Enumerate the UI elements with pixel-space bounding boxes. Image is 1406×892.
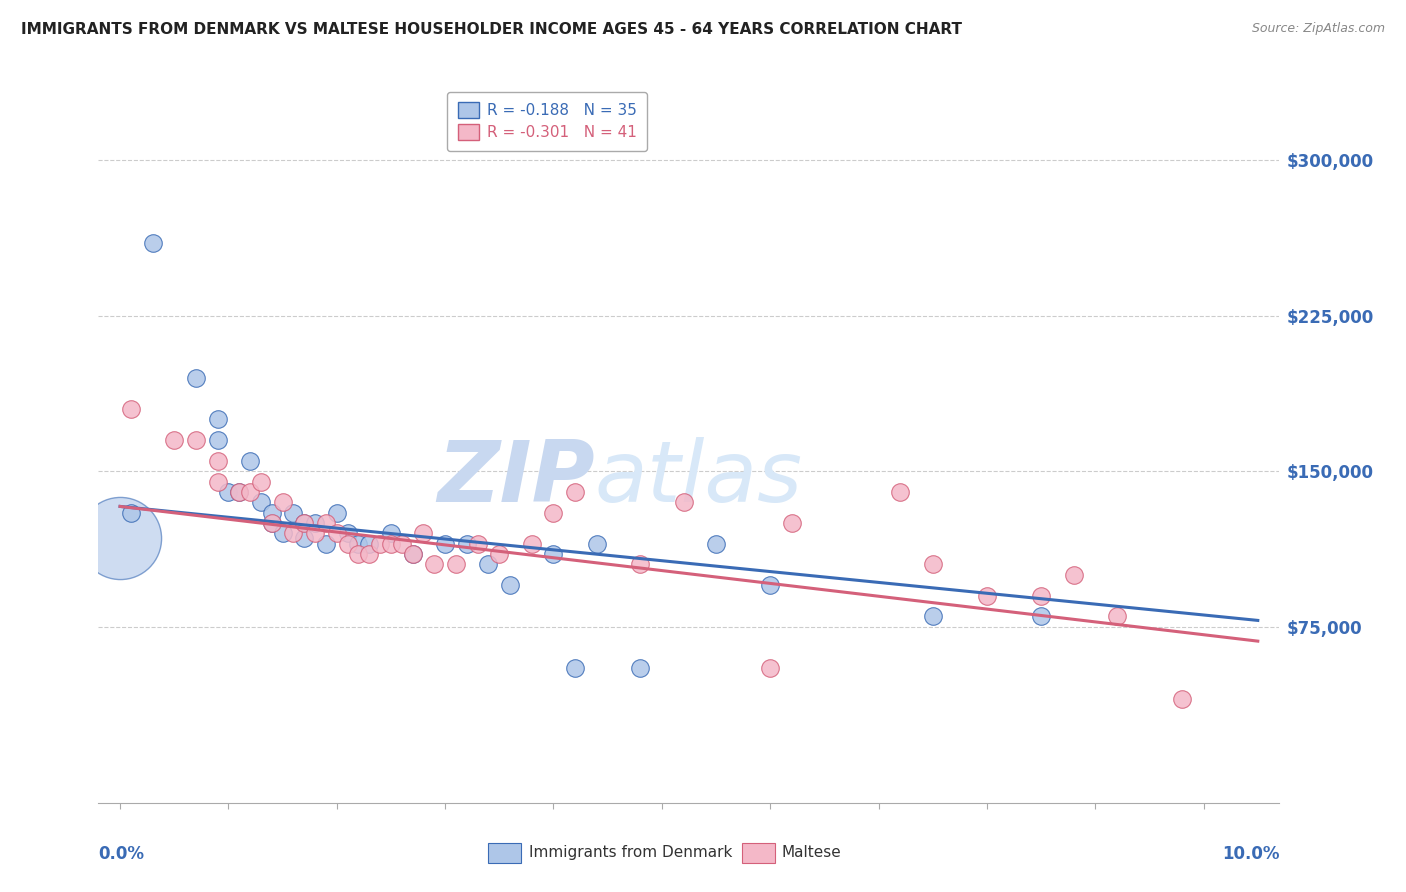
- Text: ZIP: ZIP: [437, 437, 595, 520]
- Point: [467, 537, 489, 551]
- Point: [207, 475, 229, 489]
- Point: [1029, 609, 1052, 624]
- Point: [326, 526, 349, 541]
- Point: [315, 516, 337, 530]
- FancyBboxPatch shape: [742, 843, 775, 863]
- Point: [347, 537, 370, 551]
- Point: [292, 531, 315, 545]
- Text: 0.0%: 0.0%: [98, 845, 145, 863]
- Text: 10.0%: 10.0%: [1222, 845, 1279, 863]
- Point: [628, 661, 651, 675]
- Legend: R = -0.188   N = 35, R = -0.301   N = 41: R = -0.188 N = 35, R = -0.301 N = 41: [447, 92, 647, 151]
- Point: [412, 526, 434, 541]
- Point: [336, 526, 359, 541]
- Point: [628, 558, 651, 572]
- Point: [207, 433, 229, 447]
- Point: [315, 537, 337, 551]
- Point: [456, 537, 478, 551]
- Point: [184, 371, 207, 385]
- Point: [142, 236, 165, 251]
- Point: [759, 578, 782, 592]
- Point: [228, 484, 250, 499]
- Point: [239, 484, 262, 499]
- Point: [304, 526, 326, 541]
- Point: [759, 661, 782, 675]
- Point: [304, 516, 326, 530]
- Point: [120, 506, 142, 520]
- Point: [391, 537, 413, 551]
- Point: [499, 578, 522, 592]
- Point: [120, 402, 142, 417]
- Text: IMMIGRANTS FROM DENMARK VS MALTESE HOUSEHOLDER INCOME AGES 45 - 64 YEARS CORRELA: IMMIGRANTS FROM DENMARK VS MALTESE HOUSE…: [21, 22, 962, 37]
- Point: [921, 609, 943, 624]
- Point: [347, 547, 370, 561]
- Point: [564, 661, 586, 675]
- Point: [921, 558, 943, 572]
- Point: [108, 531, 131, 545]
- Point: [976, 589, 998, 603]
- Point: [207, 412, 229, 426]
- Point: [228, 484, 250, 499]
- FancyBboxPatch shape: [488, 843, 522, 863]
- Point: [1063, 567, 1085, 582]
- Point: [704, 537, 727, 551]
- Point: [292, 516, 315, 530]
- Point: [239, 454, 262, 468]
- Point: [401, 547, 423, 561]
- Point: [543, 547, 565, 561]
- Text: Maltese: Maltese: [782, 846, 841, 860]
- Point: [401, 547, 423, 561]
- Point: [564, 484, 586, 499]
- Point: [163, 433, 186, 447]
- Point: [250, 475, 273, 489]
- Point: [260, 516, 283, 530]
- Point: [217, 484, 239, 499]
- Point: [207, 454, 229, 468]
- Point: [184, 433, 207, 447]
- Point: [283, 506, 305, 520]
- Point: [1105, 609, 1128, 624]
- Point: [260, 506, 283, 520]
- Point: [780, 516, 803, 530]
- Point: [380, 537, 402, 551]
- Point: [477, 558, 499, 572]
- Point: [292, 516, 315, 530]
- Point: [1029, 589, 1052, 603]
- Point: [423, 558, 446, 572]
- Point: [250, 495, 273, 509]
- Point: [336, 537, 359, 551]
- Point: [672, 495, 695, 509]
- Point: [434, 537, 457, 551]
- Point: [1171, 692, 1194, 706]
- Text: atlas: atlas: [595, 437, 803, 520]
- Point: [585, 537, 607, 551]
- Point: [520, 537, 543, 551]
- Text: Immigrants from Denmark: Immigrants from Denmark: [530, 846, 733, 860]
- Point: [260, 516, 283, 530]
- Point: [271, 526, 294, 541]
- Point: [271, 495, 294, 509]
- Point: [359, 537, 381, 551]
- Point: [444, 558, 467, 572]
- Text: Source: ZipAtlas.com: Source: ZipAtlas.com: [1251, 22, 1385, 36]
- Point: [368, 537, 391, 551]
- Point: [543, 506, 565, 520]
- Point: [283, 526, 305, 541]
- Point: [359, 547, 381, 561]
- Point: [488, 547, 510, 561]
- Point: [380, 526, 402, 541]
- Point: [326, 506, 349, 520]
- Point: [889, 484, 911, 499]
